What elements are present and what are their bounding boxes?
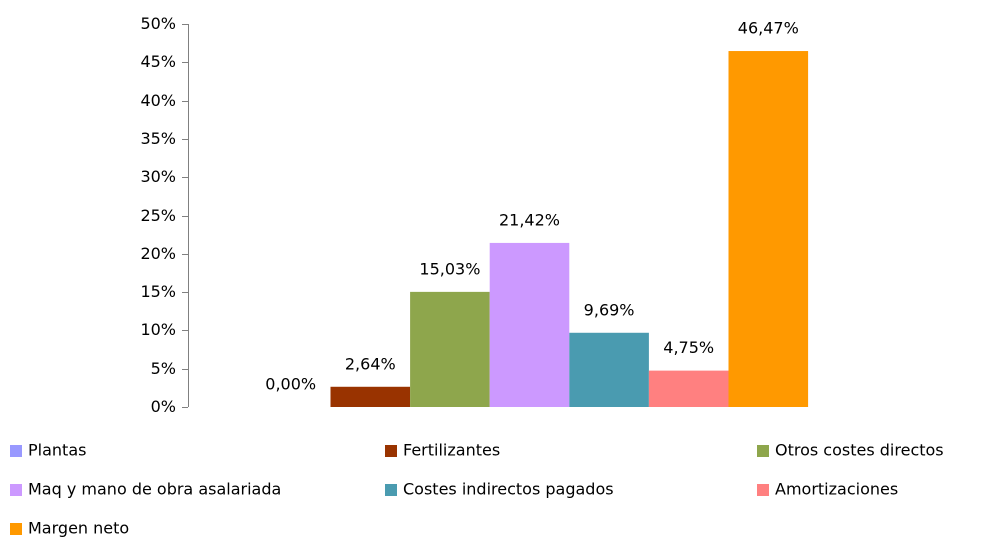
data-label: 21,42%	[499, 210, 560, 229]
bar	[410, 291, 490, 407]
data-label: 15,03%	[419, 259, 480, 278]
legend-label: Costes indirectos pagados	[403, 480, 614, 499]
y-tick-label: 10%	[140, 320, 176, 339]
legend-label: Fertilizantes	[403, 441, 500, 460]
bar	[330, 386, 411, 407]
y-tick-label: 20%	[140, 244, 176, 263]
data-label: 4,75%	[663, 338, 714, 357]
y-tick-label: 45%	[140, 52, 176, 71]
y-tick-label: 50%	[140, 14, 176, 33]
legend-swatch	[757, 445, 769, 457]
bar	[489, 242, 570, 407]
bar	[648, 370, 729, 407]
legend-swatch	[757, 484, 769, 496]
legend-swatch	[10, 484, 22, 496]
legend-swatch	[385, 484, 397, 496]
legend-label: Amortizaciones	[775, 480, 898, 499]
y-tick-label: 5%	[151, 359, 176, 378]
legend-swatch	[10, 445, 22, 457]
legend-label: Otros costes directos	[775, 441, 944, 460]
y-tick-label: 35%	[140, 129, 176, 148]
y-tick-label: 30%	[140, 167, 176, 186]
legend-label: Margen neto	[28, 519, 129, 538]
bar	[569, 332, 649, 407]
y-tick-label: 15%	[140, 282, 176, 301]
legend-label: Plantas	[28, 441, 86, 460]
data-label: 0,00%	[265, 375, 316, 394]
y-tick-label: 40%	[140, 91, 176, 110]
data-label: 2,64%	[345, 354, 396, 373]
y-tick-label: 25%	[140, 206, 176, 225]
data-label: 9,69%	[584, 300, 635, 319]
y-tick-label: 0%	[151, 397, 176, 416]
legend-swatch	[385, 445, 397, 457]
legend-swatch	[10, 523, 22, 535]
data-label: 46,47%	[738, 19, 799, 38]
legend-label: Maq y mano de obra asalariada	[28, 480, 281, 499]
bar	[728, 51, 809, 408]
